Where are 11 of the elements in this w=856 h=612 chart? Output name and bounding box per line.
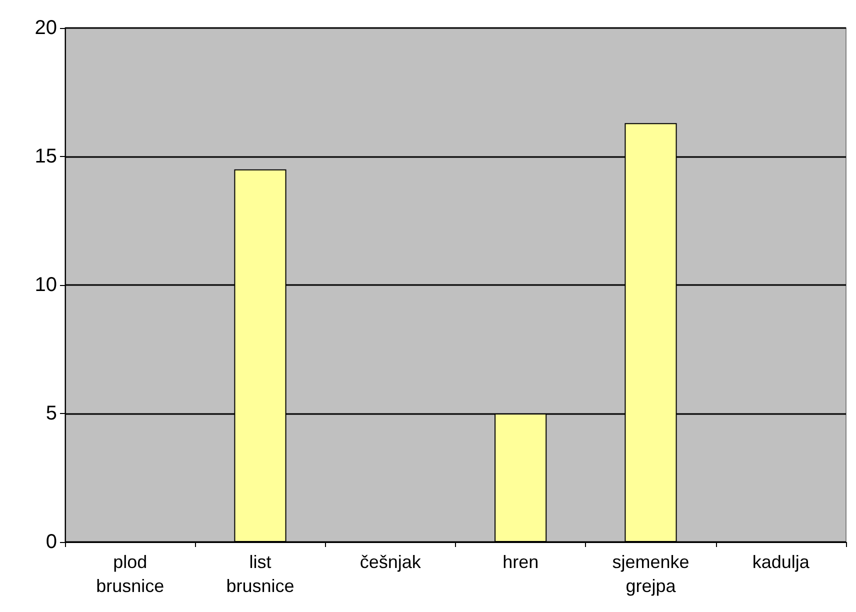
x-tick-label: plod brusnice bbox=[96, 552, 164, 596]
y-tick-label: 20 bbox=[34, 17, 57, 39]
x-tick-label: češnjak bbox=[360, 552, 422, 572]
y-tick-label: 10 bbox=[34, 274, 57, 296]
x-tick-label: hren bbox=[502, 552, 539, 572]
x-tick-label: kadulja bbox=[752, 552, 810, 572]
y-tick-label: 15 bbox=[34, 146, 57, 168]
x-tick-label: list brusnice bbox=[226, 552, 294, 596]
x-tick-label: sjemenke grejpa bbox=[612, 552, 690, 596]
y-tick-label: 5 bbox=[46, 402, 57, 424]
y-tick-label: 0 bbox=[46, 531, 57, 553]
